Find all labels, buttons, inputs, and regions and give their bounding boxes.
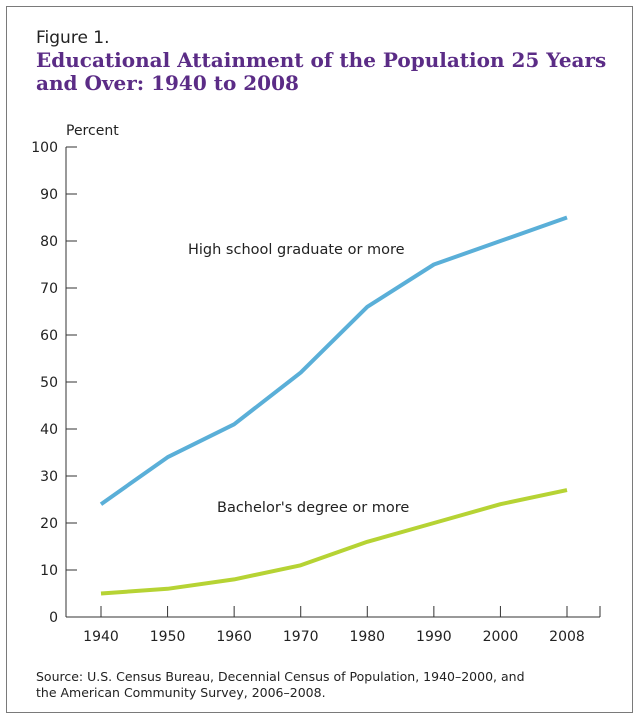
x-tick-label: 1990	[416, 629, 452, 645]
y-tick-label: 70	[40, 281, 58, 297]
chart-axes: 0 10 20 30 40 50 60 70 80 90 100 1940 1950 1960 1970 19…	[31, 140, 601, 645]
chart-labels: Percent High school graduate or more Bache…	[66, 123, 409, 516]
x-tick-label: 1940	[83, 629, 119, 645]
y-tick-label: 10	[40, 563, 58, 579]
figure-title-line-1: Educational Attainment of the Population…	[36, 48, 607, 72]
y-tick-label: 20	[40, 516, 58, 532]
figure-number: Figure 1.	[36, 28, 110, 48]
source-line-1: Source: U.S. Census Bureau, Decennial Ce…	[36, 669, 525, 684]
source-line-2: the American Community Survey, 2006–2008…	[36, 685, 326, 700]
y-axis-title: Percent	[66, 123, 119, 139]
x-tick-label: 2000	[483, 629, 519, 645]
series-line-bachelors	[100, 488, 568, 596]
x-tick-label: 1950	[150, 629, 186, 645]
y-tick-label: 0	[49, 610, 58, 626]
series-label-high-school: High school graduate or more	[188, 242, 405, 258]
x-tick-label: 2008	[549, 629, 585, 645]
source-note: Source: U.S. Census Bureau, Decennial Ce…	[36, 669, 616, 701]
series-label-bachelors: Bachelor's degree or more	[217, 500, 409, 516]
y-tick-label: 80	[40, 234, 58, 250]
x-tick-label: 1980	[349, 629, 385, 645]
x-tick-label: 1960	[216, 629, 252, 645]
figure-title: Educational Attainment of the Population…	[36, 49, 616, 95]
figure-title-line-2: and Over: 1940 to 2008	[36, 71, 299, 95]
y-tick-label: 90	[40, 187, 58, 203]
y-tick-label: 100	[31, 140, 58, 156]
y-tick-label: 50	[40, 375, 58, 391]
y-tick-label: 40	[40, 422, 58, 438]
y-tick-label: 60	[40, 328, 58, 344]
x-tick-label: 1970	[283, 629, 319, 645]
series-line-high-school	[99, 215, 568, 506]
figure-frame	[6, 6, 633, 713]
chart-series	[99, 215, 568, 596]
y-tick-label: 30	[40, 469, 58, 485]
